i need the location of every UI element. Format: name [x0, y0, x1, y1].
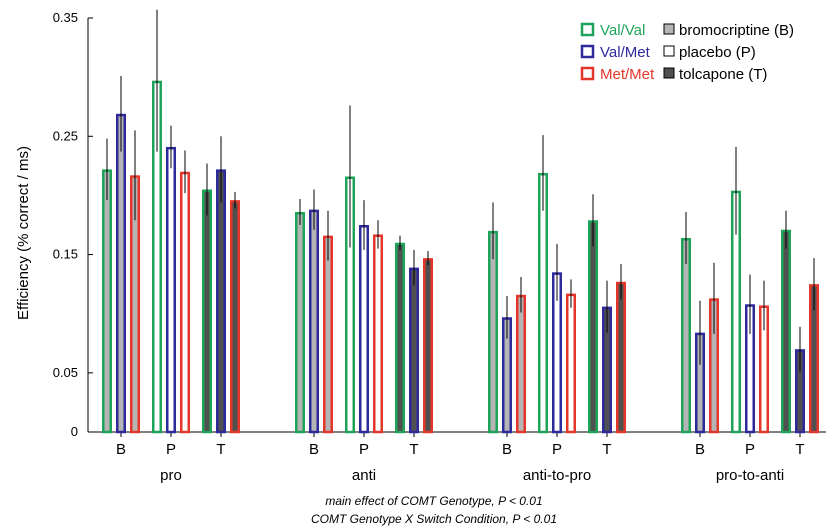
bar-val-val-anti-T	[395, 242, 405, 434]
x-tick-label: T	[602, 441, 611, 458]
y-tick-label: 0.05	[53, 365, 78, 380]
bar-met-met-anti-B	[323, 235, 333, 434]
legend-swatch-drug	[663, 23, 675, 35]
y-tick-label: 0	[71, 424, 78, 439]
group-label-anti: anti	[352, 467, 376, 484]
bar-val-met-anti-P	[359, 225, 369, 434]
x-tick-label: P	[359, 441, 369, 458]
x-tick-label: B	[502, 441, 512, 458]
group-label-pro-to-anti: pro-to-anti	[716, 467, 784, 484]
bar-val-val-anti-B	[295, 211, 305, 434]
bar-met-met-anti-to-pro-B	[516, 294, 526, 434]
legend-label-drug: placebo (P)	[679, 44, 756, 61]
bar-met-met-pro-T	[230, 200, 240, 434]
legend-swatch-met-met	[580, 66, 595, 81]
legend-label-drug: bromocriptine (B)	[679, 22, 794, 39]
x-tick-label: T	[795, 441, 804, 458]
y-tick-label: 0.35	[53, 10, 78, 25]
bar-val-val-pro-to-anti-T	[781, 229, 791, 434]
bar-val-val-pro-B	[102, 169, 112, 434]
annotation-main-effect: main effect of COMT Genotype, P < 0.01	[325, 494, 542, 508]
y-tick-label: 0.25	[53, 128, 78, 143]
bar-val-val-pro-T	[202, 189, 212, 434]
bar-val-val-anti-to-pro-B	[488, 230, 498, 434]
bar-val-met-pro-T	[216, 169, 226, 434]
legend-label-drug: tolcapone (T)	[679, 66, 767, 83]
bar-val-met-pro-P	[166, 146, 176, 434]
legend-label-val-val: Val/Val	[600, 22, 645, 39]
bar-met-met-anti-to-pro-T	[616, 281, 626, 434]
legend-swatch-drug	[663, 67, 675, 79]
x-tick-label: T	[409, 441, 418, 458]
legend: Val/Val Val/Met Met/Met bromocriptine (B) pl…	[580, 22, 794, 83]
y-axis-title: Efficiency (% correct / ms)	[15, 146, 32, 320]
group-label-anti-to-pro: anti-to-pro	[523, 467, 591, 484]
bar-val-met-anti-B	[309, 209, 319, 434]
y-tick-label: 0.15	[53, 247, 78, 262]
x-tick-label: B	[695, 441, 705, 458]
x-tick-label: B	[309, 441, 319, 458]
legend-label-val-met: Val/Met	[600, 44, 651, 61]
legend-swatch-val-met	[580, 44, 595, 59]
bar-met-met-anti-T	[423, 258, 433, 434]
annotation-interaction: COMT Genotype X Switch Condition, P < 0.…	[311, 512, 557, 526]
bar-val-met-anti-T	[409, 267, 419, 434]
bar-met-met-pro-P	[180, 171, 190, 434]
legend-swatch-drug	[663, 45, 675, 57]
x-tick-label: B	[116, 441, 126, 458]
bar-val-val-anti-to-pro-P	[538, 172, 548, 434]
x-tick-label: T	[216, 441, 225, 458]
bars	[102, 9, 819, 434]
x-tick-label: P	[552, 441, 562, 458]
legend-swatch-val-val	[580, 22, 595, 37]
bar-val-val-pro-to-anti-B	[681, 238, 691, 434]
bar-val-val-anti-to-pro-T	[588, 220, 598, 434]
bar-met-met-anti-P	[373, 234, 383, 434]
x-tick-label: P	[745, 441, 755, 458]
bar-val-met-pro-B	[116, 113, 126, 434]
x-tick-label: P	[166, 441, 176, 458]
legend-label-met-met: Met/Met	[600, 66, 655, 83]
bar-met-met-anti-to-pro-P	[566, 293, 576, 434]
group-label-pro: pro	[160, 467, 182, 484]
